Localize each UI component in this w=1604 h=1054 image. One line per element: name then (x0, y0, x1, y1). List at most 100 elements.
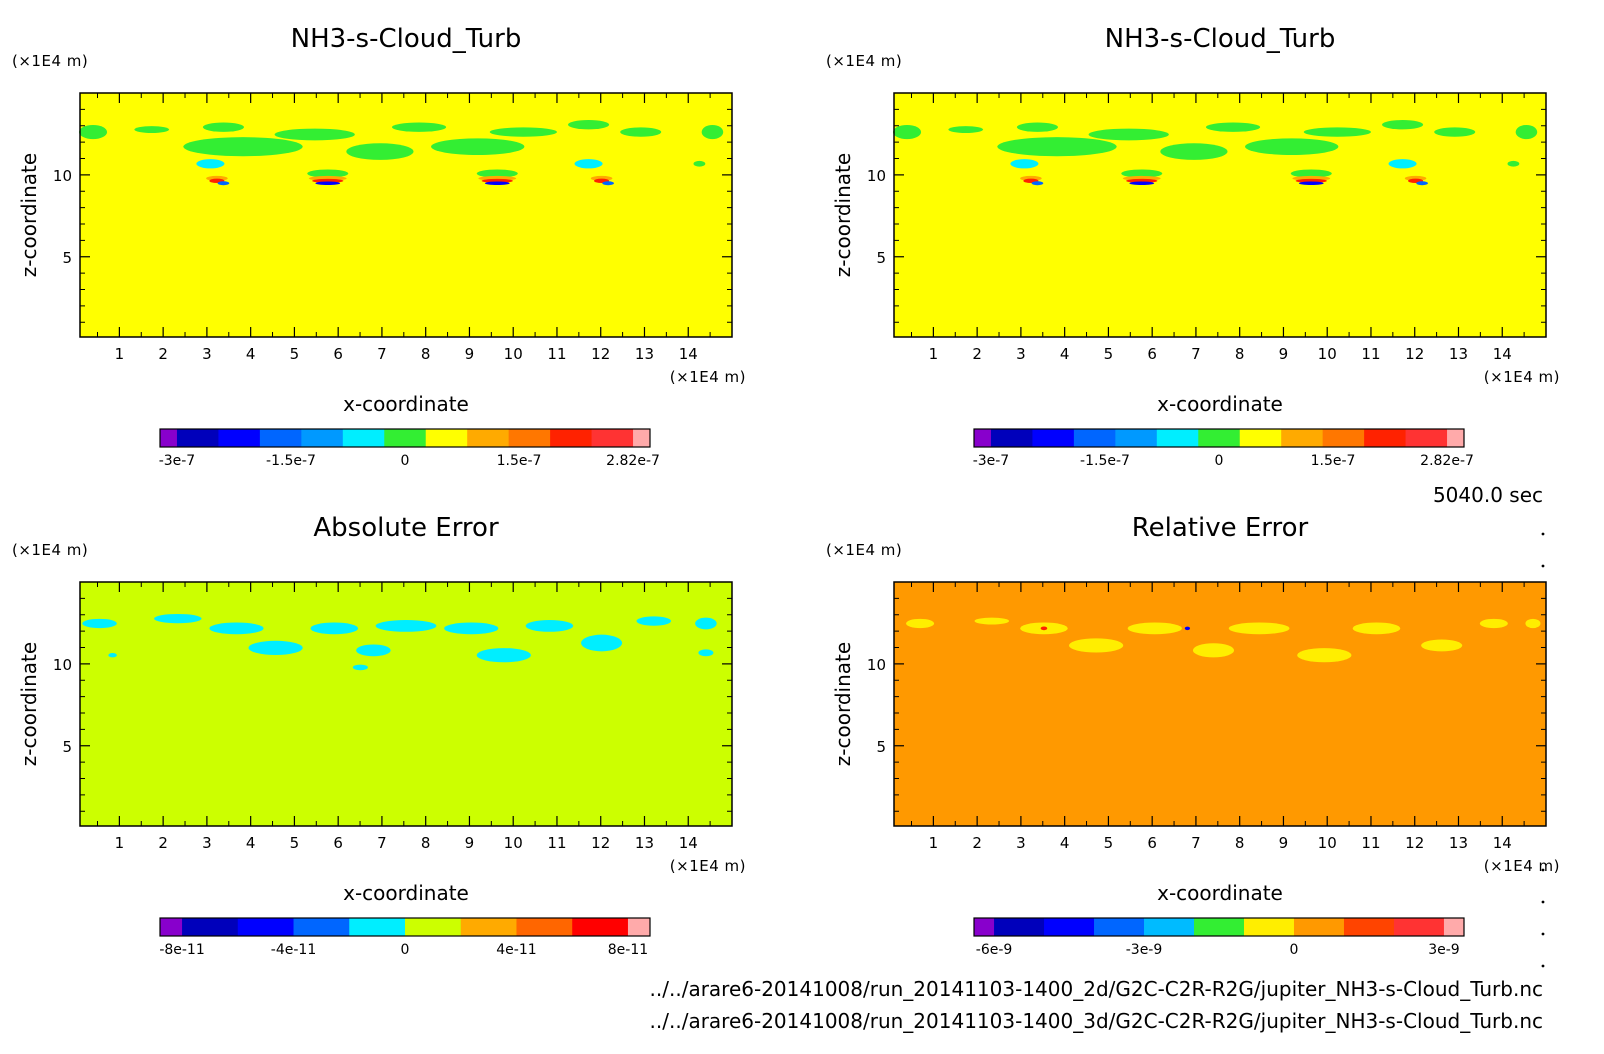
colorbar-swatch (974, 429, 992, 447)
x-tick-label: 9 (1279, 834, 1289, 852)
colorbar-swatch (467, 429, 510, 447)
field-patch (108, 652, 117, 658)
colorbar-swatch (994, 918, 1045, 936)
y-tick-label: 5 (62, 249, 72, 267)
field-patch (581, 634, 623, 652)
x-tick-label: 3 (1016, 345, 1026, 363)
x-tick-label: 7 (377, 834, 387, 852)
colorbar-swatch (1044, 918, 1095, 936)
colorbar-swatch (237, 918, 295, 936)
x-tick-label: 12 (591, 834, 610, 852)
field-patch (1434, 127, 1476, 137)
colorbar-frame (973, 428, 1465, 448)
x-tick-label: 10 (504, 834, 523, 852)
y-tick-label: 10 (867, 167, 886, 185)
x-axis: 1 2 3 4 5 6 7 8 9 10 11 12 13 14(×1E4 m)x-coordinate (97, 582, 746, 905)
x-tick-label: 6 (1147, 345, 1157, 363)
colorbar-swatch (405, 918, 462, 936)
field-patch (153, 613, 202, 624)
x-tick-label: 1 (929, 345, 939, 363)
colorbar-swatch (591, 429, 634, 447)
colorbar-swatch (1293, 918, 1345, 936)
field-patch (82, 618, 117, 629)
colorbar-swatch (974, 918, 995, 936)
margin-dot (1541, 564, 1545, 568)
colorbar-swatch (627, 918, 651, 936)
margin-dot (1541, 900, 1545, 904)
colorbar-swatch (1405, 429, 1448, 447)
field-patch (1421, 639, 1463, 652)
x-tick-label: 4 (246, 834, 256, 852)
field-patch (1352, 622, 1401, 635)
field-patch (484, 181, 510, 186)
y-axis-label: z-coordinate (17, 153, 41, 277)
x-tick-label: 13 (635, 834, 654, 852)
margin-dot (1541, 532, 1545, 536)
x-tick-label: 6 (333, 834, 343, 852)
colorbar-swatch (218, 429, 261, 447)
x-tick-label: 7 (1191, 834, 1201, 852)
x-tick-label: 13 (1449, 834, 1468, 852)
y-tick-label: 10 (867, 656, 886, 674)
colorbar-label: 1.5e-7 (497, 453, 542, 469)
x-axis: 1 2 3 4 5 6 7 8 9 10 11 12 13 14(×1E4 m)x-coordinate (911, 93, 1560, 416)
field-patch (209, 622, 264, 635)
field-patch (693, 160, 706, 167)
colorbar-swatch (1144, 918, 1195, 936)
colorbar-label: 1.5e-7 (1311, 453, 1356, 469)
field-texture (893, 120, 1538, 186)
colorbar-label: 2.82e-7 (1420, 453, 1474, 469)
y-axis: 5 10 z-coordinate (831, 597, 1546, 812)
x-tick-label: 8 (421, 345, 431, 363)
x-tick-label: 9 (465, 345, 475, 363)
field-patch (248, 640, 303, 655)
colorbar-swatch (349, 918, 406, 936)
x-tick-label: 14 (679, 345, 698, 363)
field-patch (1245, 138, 1339, 155)
colorbar-swatch (342, 429, 385, 447)
x-tick-label: 10 (1318, 345, 1337, 363)
field-patch (636, 616, 672, 626)
field-patch (489, 127, 557, 137)
field-patch (356, 644, 391, 657)
field-patch (698, 649, 714, 657)
colorbar-swatch (1243, 918, 1295, 936)
field-patch (134, 126, 170, 134)
colorbar-swatch (1447, 429, 1465, 447)
field-patch (444, 622, 499, 635)
colorbar-swatch (425, 429, 468, 447)
field-patch (1184, 626, 1191, 631)
x-tick-label: 14 (679, 834, 698, 852)
colorbar-label: 0 (401, 942, 410, 958)
colorbar-swatch (572, 918, 629, 936)
x-unit-label: (×1E4 m) (1484, 368, 1560, 386)
field-patch (1525, 618, 1541, 629)
colorbar: -8e-11 -4e-11 0 4e-11 8e-11 (159, 917, 651, 958)
margin-dot (1541, 932, 1545, 936)
x-tick-label: 5 (1104, 345, 1114, 363)
y-axis: 5 10 z-coordinate (17, 108, 732, 323)
y-unit-label: (×1E4 m) (12, 52, 88, 70)
y-unit-label: (×1E4 m) (826, 52, 902, 70)
field-patch (352, 664, 368, 671)
x-unit-label: (×1E4 m) (670, 368, 746, 386)
field-patch (620, 127, 662, 137)
x-tick-label: 7 (377, 345, 387, 363)
colorbar-swatch (1115, 429, 1158, 447)
field-patch (1297, 648, 1352, 663)
field-patch (1069, 638, 1124, 653)
colorbar-frame (159, 428, 651, 448)
field-texture (79, 120, 724, 186)
margin-dots (1541, 532, 1545, 968)
x-tick-label: 5 (290, 834, 300, 852)
chart-title: NH3-s-Cloud_Turb (1105, 24, 1336, 54)
x-unit-label: (×1E4 m) (670, 857, 746, 875)
colorbar-swatch (176, 429, 219, 447)
field-patch (1228, 622, 1290, 635)
colorbar-swatch (1073, 429, 1116, 447)
x-tick-label: 3 (202, 345, 212, 363)
field-patch (307, 169, 349, 178)
y-tick-label: 5 (62, 738, 72, 756)
x-tick-label: 6 (333, 345, 343, 363)
x-tick-label: 4 (1060, 834, 1070, 852)
